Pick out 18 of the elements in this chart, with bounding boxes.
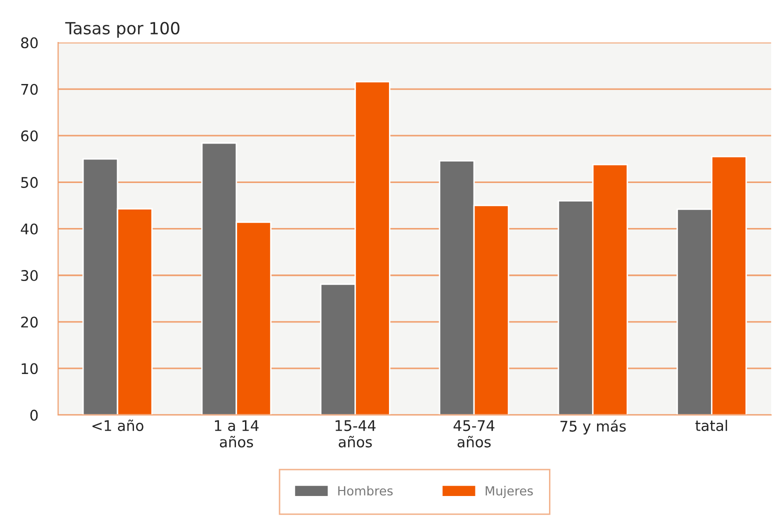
y-tick-label: 20 <box>21 316 38 328</box>
x-tick-label: 75 y más <box>560 420 626 435</box>
y-tick-label: 80 <box>21 37 38 48</box>
chart-title: Tasas por 100 <box>65 22 180 38</box>
legend-label: Mujeres <box>486 486 533 498</box>
y-tick-label: 70 <box>21 84 38 95</box>
y-tick-label: 0 <box>30 410 38 421</box>
x-tick-label: 45-74 años <box>454 420 494 448</box>
x-tick-label: 15-44 años <box>336 420 376 448</box>
legend-label: Hombres <box>338 486 393 496</box>
y-tick-label: 30 <box>21 270 38 282</box>
x-tick-label: <1 año <box>92 420 144 432</box>
x-tick-label: tatal <box>695 420 728 432</box>
y-tick-label: 50 <box>21 176 38 188</box>
x-tick-label: 1 a 14 años <box>214 420 259 448</box>
y-tick-label: 40 <box>20 223 38 235</box>
y-tick-label: 60 <box>21 130 38 142</box>
y-tick-label: 10 <box>22 363 38 374</box>
